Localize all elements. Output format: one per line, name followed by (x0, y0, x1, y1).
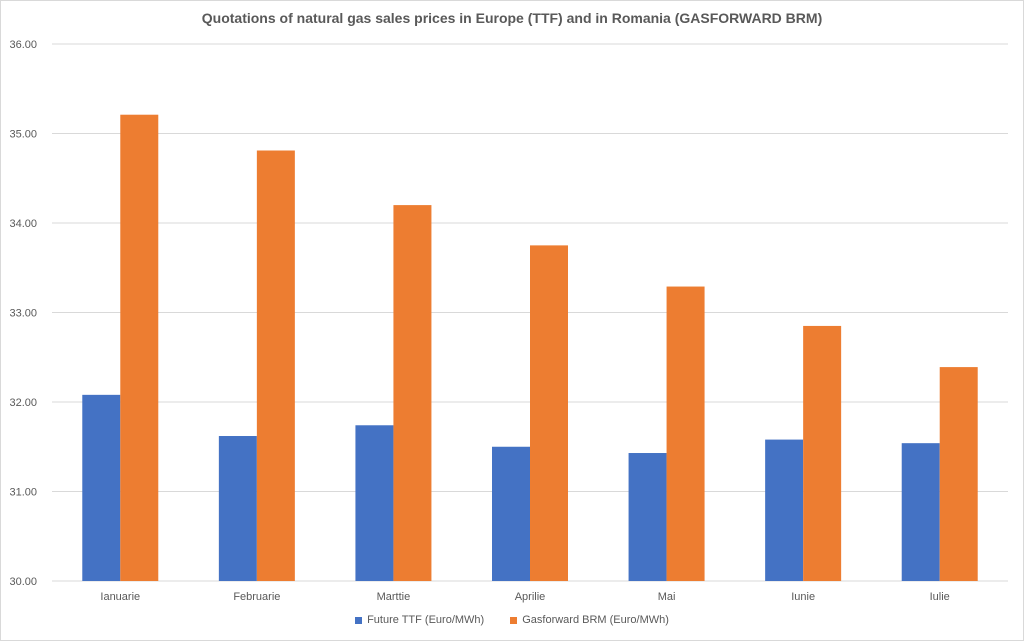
y-tick-label: 34.00 (9, 218, 37, 230)
chart-title: Quotations of natural gas sales prices i… (201, 10, 823, 26)
x-tick-label: Aprilie (515, 591, 546, 603)
bar-future-ttf (492, 446, 530, 581)
bar-gasforward-brm (803, 325, 842, 581)
x-tick-label: Iunie (791, 591, 815, 603)
legend-item-gasforward-brm: Gasforward BRM (Euro/MWh) (510, 614, 669, 626)
y-tick-label: 31.00 (9, 487, 37, 499)
bar-future-ttf (901, 443, 940, 581)
bar-future-ttf (82, 394, 121, 581)
x-tick-label: Iulie (930, 591, 950, 603)
legend: Future TTF (Euro/MWh) Gasforward BRM (Eu… (0, 614, 1024, 626)
bar-gasforward-brm (939, 367, 978, 581)
x-tick-label: Marttie (377, 591, 411, 603)
axis-labels: 30.00 31.00 32.00 33.00 34.00 35.00 36.00 Ianua… (9, 39, 949, 603)
bar-gasforward-brm (530, 245, 568, 581)
bar-gasforward-brm (666, 286, 705, 581)
bar-future-ttf (765, 439, 804, 581)
bar-future-ttf (355, 425, 394, 581)
bar-gasforward-brm (393, 205, 432, 581)
y-tick-label: 32.00 (9, 397, 37, 409)
bar-future-ttf (628, 453, 667, 581)
x-tick-label: Mai (658, 591, 676, 603)
legend-label-future-ttf: Future TTF (Euro/MWh) (367, 614, 485, 626)
y-tick-label: 36.00 (9, 39, 37, 51)
bar-future-ttf (218, 436, 257, 581)
bars (82, 114, 978, 581)
y-tick-label: 35.00 (9, 129, 37, 141)
bar-gasforward-brm (120, 114, 159, 581)
legend-swatch-gasforward-brm (510, 616, 518, 624)
x-tick-label: Ianuarie (100, 591, 140, 603)
legend-swatch-future-ttf (355, 616, 363, 624)
y-tick-label: 33.00 (9, 308, 37, 320)
legend-label-gasforward-brm: Gasforward BRM (Euro/MWh) (522, 614, 669, 626)
x-tick-label: Februarie (233, 591, 280, 603)
y-tick-label: 30.00 (9, 576, 37, 588)
legend-item-future-ttf: Future TTF (Euro/MWh) (355, 614, 484, 626)
bar-gasforward-brm (256, 150, 295, 581)
